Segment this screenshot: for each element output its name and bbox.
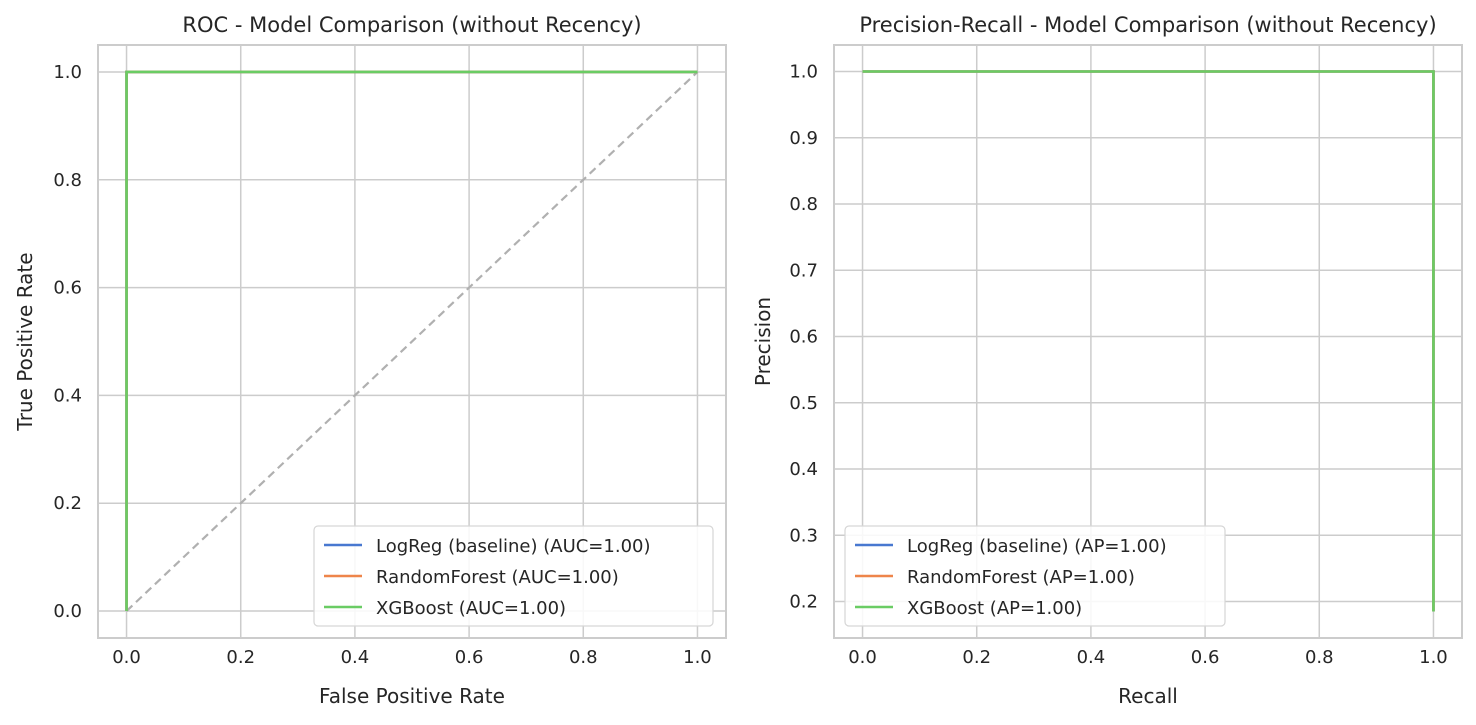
y-tick-label: 0.8 [789,194,818,215]
y-tick-label: 1.0 [789,62,818,83]
x-axis-label: Recall [1118,684,1178,708]
legend-box [313,525,714,627]
legend-label: XGBoost (AUC=1.00) [376,598,566,619]
x-tick-label: 0.2 [226,647,255,668]
legend-box [844,525,1226,627]
x-tick-label: 0.6 [455,647,484,668]
chart-title: ROC - Model Comparison (without Recency) [182,13,641,37]
y-tick-label: 0.2 [789,592,818,613]
x-axis-label: False Positive Rate [319,684,505,708]
precision-recall-panel: 0.0 0.2 0.4 0.6 0.8 1.0 0.2 0.3 0.4 0.5 0.6 0.7 0.8 0… [751,13,1463,708]
y-tick-label: 0.6 [53,278,82,299]
x-tick-label: 1.0 [683,647,712,668]
y-tick-label: 0.4 [53,385,82,406]
x-tick-label: 0.8 [1305,647,1334,668]
roc-panel: 0.0 0.2 0.4 0.6 0.8 1.0 0.0 0.2 0.4 0.6 0.8 1.0 LogR… [13,13,727,708]
y-tick-label: 0.4 [789,459,818,480]
y-tick-label: 0.2 [53,493,82,514]
series-line-xgboost [125,70,698,612]
x-tick-label: 0.0 [848,647,877,668]
x-tick-label: 0.2 [962,647,991,668]
x-tick-label: 0.4 [1077,647,1106,668]
y-tick-label: 0.3 [789,525,818,546]
x-tick-label: 0.4 [341,647,370,668]
x-tick-label: 0.0 [112,647,141,668]
chance-diagonal-line [125,71,699,612]
legend-label: LogReg (baseline) (AP=1.00) [907,536,1167,557]
axes-frame [97,44,727,639]
axes-frame [833,44,1463,639]
legend-label: RandomForest (AUC=1.00) [376,567,619,588]
y-axis-label: True Positive Rate [13,252,37,431]
x-tick-label: 0.6 [1191,647,1220,668]
x-tick-label: 1.0 [1419,647,1448,668]
y-tick-label: 0.6 [789,327,818,348]
y-tick-label: 0.5 [789,393,818,414]
y-axis-label: Precision [751,297,775,386]
legend-label: RandomForest (AP=1.00) [907,567,1135,588]
legend-label: XGBoost (AP=1.00) [907,598,1082,619]
y-tick-label: 0.7 [789,260,818,281]
x-tick-label: 0.8 [569,647,598,668]
y-tick-label: 1.0 [53,62,82,83]
y-tick-label: 0.0 [53,601,82,622]
series-line-xgboost [862,70,1435,612]
y-tick-label: 0.9 [789,128,818,149]
legend-label: LogReg (baseline) (AUC=1.00) [376,536,651,557]
y-tick-label: 0.8 [53,170,82,191]
chart-title: Precision-Recall - Model Comparison (wit… [859,13,1436,37]
